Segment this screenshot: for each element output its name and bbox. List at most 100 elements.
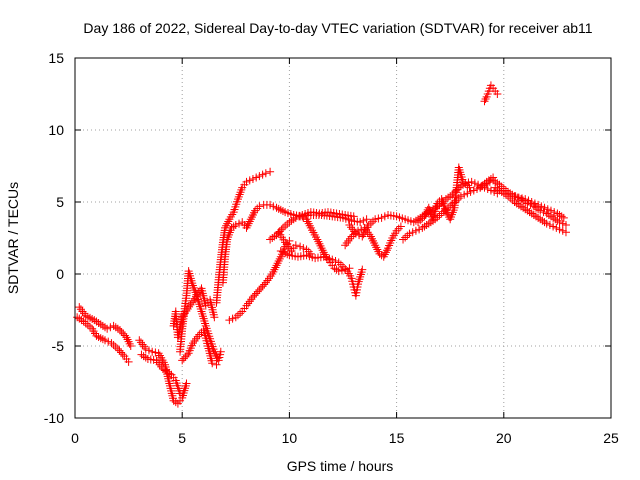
data-point	[418, 214, 427, 223]
data-point	[179, 354, 188, 363]
data-point	[281, 238, 290, 247]
data-point	[497, 187, 506, 196]
data-point	[135, 336, 144, 345]
data-point	[523, 199, 532, 208]
data-point	[349, 212, 358, 221]
data-point	[408, 228, 417, 237]
data-point	[513, 193, 522, 202]
y-axis-ticks: -10 -5 0 5 10 15	[44, 50, 611, 426]
data-point	[141, 353, 150, 362]
data-point	[377, 251, 386, 260]
x-tick-label: 0	[71, 430, 79, 446]
data-point	[98, 335, 107, 344]
data-point	[178, 356, 187, 365]
data-point	[111, 323, 120, 332]
data-point	[212, 360, 221, 369]
data-point	[255, 285, 264, 294]
data-point	[481, 95, 490, 104]
data-point	[519, 196, 528, 205]
series-track-1	[75, 303, 135, 350]
data-point	[92, 317, 101, 326]
data-point	[299, 213, 308, 222]
series-track-12	[276, 246, 367, 300]
data-point	[155, 360, 164, 369]
data-point	[304, 247, 313, 256]
data-point	[117, 327, 126, 336]
data-point	[418, 223, 427, 232]
data-point	[252, 173, 261, 182]
data-point	[501, 190, 510, 199]
data-point	[188, 339, 197, 348]
data-point	[424, 219, 433, 228]
data-point	[211, 349, 220, 358]
data-point	[396, 222, 405, 231]
data-point	[459, 177, 468, 186]
data-point	[350, 227, 359, 236]
data-point	[482, 179, 491, 188]
data-point	[466, 187, 475, 196]
data-point	[273, 259, 282, 268]
data-point	[542, 219, 551, 228]
series-track-22	[480, 81, 502, 106]
data-point	[542, 209, 551, 218]
series-track-18	[414, 163, 474, 227]
series-track-4	[137, 350, 185, 398]
data-point	[94, 318, 103, 327]
data-point	[374, 214, 383, 223]
data-point	[124, 357, 133, 366]
data-point	[478, 182, 487, 191]
data-point	[296, 212, 305, 221]
data-point	[118, 350, 127, 359]
data-point	[377, 213, 386, 222]
data-point	[351, 229, 360, 238]
x-tick-label: 5	[178, 430, 186, 446]
data-point	[380, 250, 389, 259]
data-point	[283, 220, 292, 229]
data-point	[331, 257, 340, 266]
data-point	[109, 341, 118, 350]
data-point	[558, 219, 567, 228]
x-tick-label: 25	[603, 430, 619, 446]
data-point	[185, 302, 194, 311]
data-point	[534, 213, 543, 222]
data-point	[316, 241, 325, 250]
data-point	[136, 338, 145, 347]
series-track-14	[296, 212, 354, 276]
data-point	[276, 205, 285, 214]
data-point	[216, 347, 225, 356]
data-point	[493, 185, 502, 194]
data-point	[536, 206, 545, 215]
data-point	[253, 204, 262, 213]
data-point	[165, 369, 174, 378]
data-point	[138, 340, 147, 349]
data-point	[141, 344, 150, 353]
data-point	[552, 223, 561, 232]
data-point	[278, 248, 287, 257]
data-point	[235, 219, 244, 228]
data-point	[545, 221, 554, 230]
data-point	[178, 313, 187, 322]
data-point	[372, 243, 381, 252]
data-point	[394, 224, 403, 233]
data-point	[104, 337, 113, 346]
data-point	[334, 258, 343, 267]
data-point	[416, 216, 425, 225]
data-point	[123, 335, 132, 344]
data-point	[260, 280, 269, 289]
series-track-7	[169, 284, 219, 342]
data-point	[115, 346, 124, 355]
data-point	[269, 202, 278, 211]
y-axis-label: SDTVAR / TECUs	[5, 182, 21, 294]
data-point	[284, 242, 293, 251]
data-point	[139, 352, 148, 361]
data-point	[282, 240, 291, 249]
data-point	[518, 194, 527, 203]
x-tick-label: 15	[389, 430, 405, 446]
data-point	[371, 215, 380, 224]
data-point	[281, 249, 290, 258]
data-point	[193, 290, 202, 299]
data-point	[190, 294, 199, 303]
data-point	[107, 339, 116, 348]
x-tick-label: 20	[496, 430, 512, 446]
data-point	[251, 206, 260, 215]
